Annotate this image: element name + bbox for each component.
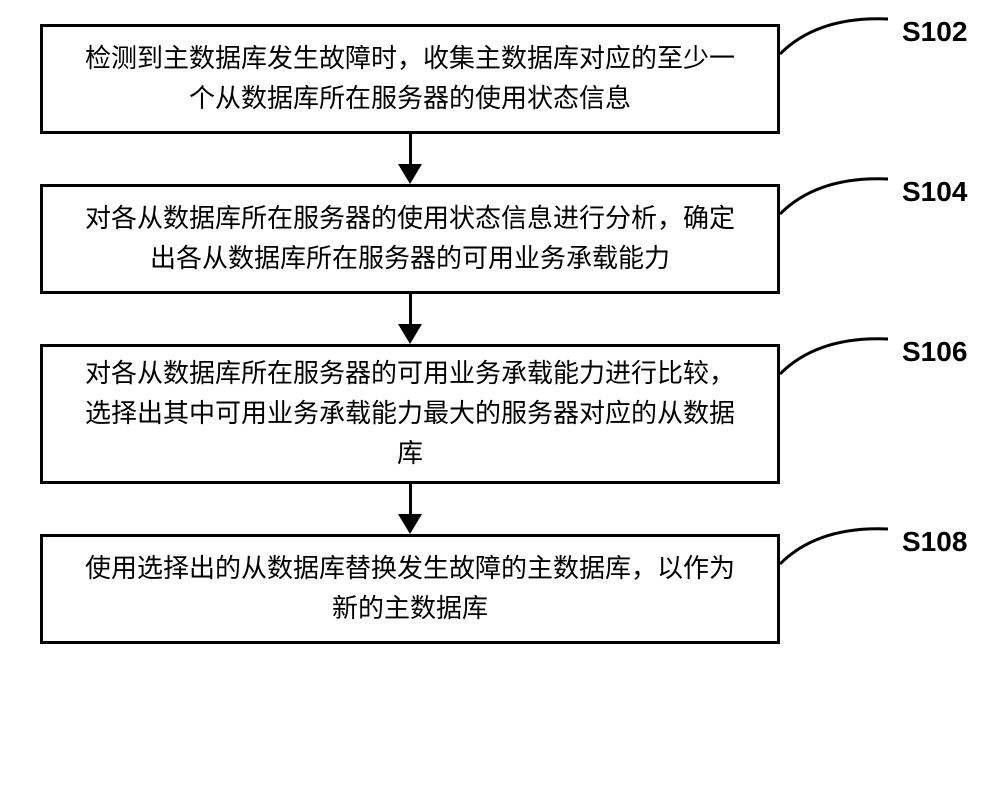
label-connector-curve — [778, 174, 898, 234]
flow-text-line: 选择出其中可用业务承载能力最大的服务器对应的从数据 — [85, 394, 735, 434]
flow-box-s102: 检测到主数据库发生故障时，收集主数据库对应的至少一 个从数据库所在服务器的使用状… — [40, 24, 780, 134]
label-connector-curve — [778, 524, 898, 584]
flow-text-line: 对各从数据库所在服务器的可用业务承载能力进行比较， — [85, 354, 735, 394]
flow-box-s106: 对各从数据库所在服务器的可用业务承载能力进行比较， 选择出其中可用业务承载能力最… — [40, 344, 780, 484]
flow-step: 对各从数据库所在服务器的可用业务承载能力进行比较， 选择出其中可用业务承载能力最… — [40, 344, 960, 484]
label-connector-curve — [778, 14, 898, 74]
flow-text-line: 检测到主数据库发生故障时，收集主数据库对应的至少一 — [85, 39, 735, 79]
flow-text-line: 对各从数据库所在服务器的使用状态信息进行分析，确定 — [85, 199, 735, 239]
label-connector-curve — [778, 334, 898, 394]
step-label: S102 — [902, 16, 967, 48]
step-label: S106 — [902, 336, 967, 368]
flow-step: 使用选择出的从数据库替换发生故障的主数据库，以作为 新的主数据库 S108 — [40, 534, 960, 644]
flow-box-s104: 对各从数据库所在服务器的使用状态信息进行分析，确定 出各从数据库所在服务器的可用… — [40, 184, 780, 294]
flow-text-line: 库 — [397, 434, 423, 474]
flow-step: 对各从数据库所在服务器的使用状态信息进行分析，确定 出各从数据库所在服务器的可用… — [40, 184, 960, 294]
flow-text-line: 新的主数据库 — [332, 589, 488, 629]
flow-text-line: 出各从数据库所在服务器的可用业务承载能力 — [150, 239, 670, 279]
flow-arrow — [40, 484, 780, 534]
flow-arrow — [40, 134, 780, 184]
flow-text-line: 使用选择出的从数据库替换发生故障的主数据库，以作为 — [85, 549, 735, 589]
flow-step: 检测到主数据库发生故障时，收集主数据库对应的至少一 个从数据库所在服务器的使用状… — [40, 24, 960, 134]
flow-text-line: 个从数据库所在服务器的使用状态信息 — [189, 79, 631, 119]
flow-arrow — [40, 294, 780, 344]
step-label: S108 — [902, 526, 967, 558]
flowchart-container: 检测到主数据库发生故障时，收集主数据库对应的至少一 个从数据库所在服务器的使用状… — [40, 24, 960, 644]
step-label: S104 — [902, 176, 967, 208]
flow-box-s108: 使用选择出的从数据库替换发生故障的主数据库，以作为 新的主数据库 — [40, 534, 780, 644]
